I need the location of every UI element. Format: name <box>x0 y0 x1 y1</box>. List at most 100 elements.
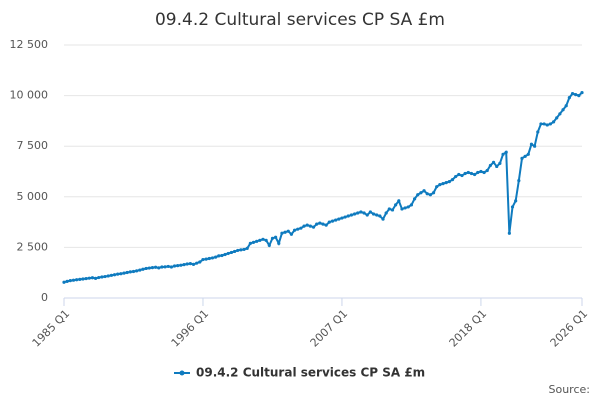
x-tick-label: 2018 Q1 <box>447 307 490 350</box>
point <box>356 211 360 215</box>
legend-marker <box>179 370 185 376</box>
point <box>116 272 120 276</box>
point <box>368 210 372 214</box>
point <box>384 211 388 215</box>
point <box>431 191 436 195</box>
point <box>135 269 139 273</box>
point <box>292 228 297 232</box>
point <box>128 270 132 274</box>
point <box>81 277 85 281</box>
point <box>236 248 240 253</box>
point <box>100 275 104 279</box>
point <box>400 207 404 211</box>
point <box>479 169 483 174</box>
point <box>343 215 347 219</box>
point <box>555 116 559 120</box>
chart-title: 09.4.2 Cultural services CP SA £m <box>155 10 445 30</box>
point <box>195 261 199 265</box>
point <box>131 269 136 274</box>
point <box>214 255 218 259</box>
point <box>138 268 142 272</box>
point <box>97 275 101 280</box>
point <box>403 206 407 210</box>
point <box>447 180 451 184</box>
y-tick-label: 2 500 <box>17 240 49 253</box>
point <box>507 231 511 235</box>
point <box>245 246 249 251</box>
point <box>157 266 161 270</box>
point <box>444 181 448 185</box>
point <box>274 235 278 239</box>
point <box>296 227 300 231</box>
point <box>280 231 284 235</box>
point <box>217 254 221 258</box>
point <box>289 232 294 236</box>
point <box>198 260 202 264</box>
point <box>542 122 546 126</box>
point <box>141 267 145 271</box>
point <box>514 199 518 203</box>
point <box>334 218 338 222</box>
point <box>539 122 543 126</box>
point <box>526 152 530 156</box>
point <box>324 223 328 227</box>
x-tick-label: 2007 Q1 <box>308 307 351 350</box>
y-tick-label: 12 500 <box>10 38 49 51</box>
point <box>375 213 379 217</box>
point <box>267 243 271 247</box>
point <box>529 142 534 146</box>
point <box>498 161 502 166</box>
point <box>270 236 275 240</box>
point <box>144 266 148 271</box>
point <box>153 265 158 269</box>
point <box>311 225 316 229</box>
y-tick-label: 10 000 <box>10 89 49 102</box>
point <box>226 251 230 256</box>
point <box>318 221 322 225</box>
point <box>223 252 227 257</box>
point <box>264 238 268 242</box>
point <box>469 171 474 176</box>
x-tick-label: 2026 Q1 <box>548 307 591 350</box>
point <box>551 120 556 124</box>
point <box>520 156 524 160</box>
point <box>476 170 480 175</box>
point <box>409 203 414 207</box>
point <box>435 185 439 189</box>
point <box>103 274 107 279</box>
point <box>577 94 581 98</box>
point <box>204 257 208 261</box>
point <box>570 91 575 96</box>
point <box>201 257 205 262</box>
point <box>517 179 521 183</box>
point <box>87 276 91 280</box>
x-tick-label: 1985 Q1 <box>30 307 73 350</box>
point <box>438 183 442 187</box>
point <box>390 208 395 212</box>
point <box>558 112 562 116</box>
point <box>277 241 281 245</box>
point <box>397 199 401 203</box>
point <box>378 214 382 218</box>
point <box>122 271 126 275</box>
point <box>349 213 354 217</box>
point <box>463 171 467 176</box>
point <box>62 280 66 284</box>
point <box>450 177 455 182</box>
point <box>242 247 246 252</box>
point <box>179 263 183 267</box>
point <box>580 90 584 95</box>
point <box>112 273 117 277</box>
y-tick-label: 0 <box>41 291 48 304</box>
point <box>548 122 553 126</box>
point <box>321 222 325 226</box>
point <box>460 173 464 178</box>
point <box>172 264 177 268</box>
point <box>406 205 410 209</box>
point <box>188 261 192 266</box>
point <box>425 192 429 196</box>
point <box>147 266 151 270</box>
point <box>261 237 265 241</box>
point <box>78 277 82 281</box>
